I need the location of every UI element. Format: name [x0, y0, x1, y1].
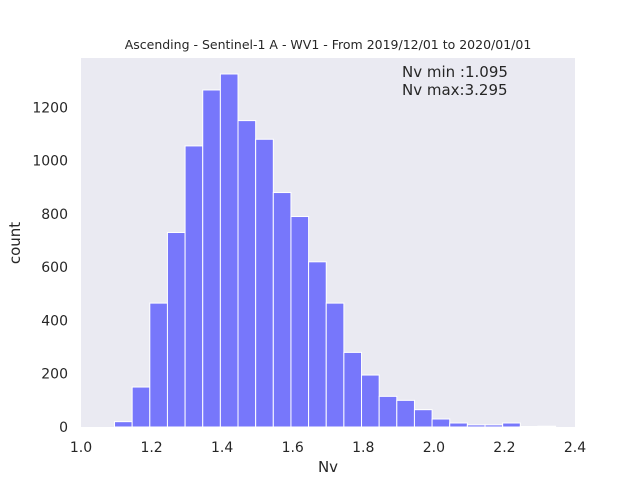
y-tick-labels: 0 200 400 600 800 1000 1200 [32, 100, 68, 436]
histogram-bar [237, 120, 257, 428]
histogram-bar [149, 302, 168, 428]
histogram-bar [184, 145, 204, 428]
histogram-bar [272, 192, 292, 428]
histogram-bar [325, 302, 345, 428]
y-tick-label: 0 [59, 420, 68, 436]
x-axis-label: Nv [318, 458, 338, 476]
bars-group [114, 73, 557, 428]
x-tick-label: 1.8 [352, 440, 374, 456]
nv-max-annotation: Nv max:3.295 [402, 81, 508, 99]
histogram-bar [502, 422, 521, 428]
histogram-bar [361, 374, 380, 428]
histogram-bar [308, 261, 327, 428]
x-tick-label: 1.0 [70, 440, 92, 456]
x-tick-label: 2.0 [423, 440, 445, 456]
y-tick-label: 600 [41, 260, 68, 276]
histogram-bar [131, 386, 151, 428]
histogram-bar [484, 424, 504, 428]
y-tick-label: 1200 [32, 100, 68, 116]
histogram-bar [537, 425, 557, 428]
x-tick-label: 1.6 [282, 440, 304, 456]
histogram-bar [466, 424, 486, 428]
histogram-bar [378, 395, 398, 428]
histogram-bar [413, 409, 433, 428]
histogram-bar [114, 421, 133, 428]
x-tick-label: 2.4 [564, 440, 586, 456]
histogram-bar [343, 351, 363, 428]
histogram-bar [290, 216, 310, 428]
y-tick-label: 200 [41, 367, 68, 383]
x-tick-labels: 1.0 1.2 1.4 1.6 1.8 2.0 2.2 2.4 [70, 440, 586, 456]
histogram-bar [166, 232, 186, 428]
histogram-bar [519, 425, 539, 428]
histogram-bar [396, 399, 415, 428]
y-axis-label: count [6, 222, 24, 264]
x-tick-label: 1.4 [211, 440, 233, 456]
histogram-bar [255, 138, 274, 428]
nv-min-annotation: Nv min :1.095 [402, 63, 508, 81]
histogram-bar [431, 418, 451, 428]
y-tick-label: 1000 [32, 154, 68, 170]
x-tick-label: 2.2 [493, 440, 515, 456]
chart-title: Ascending - Sentinel-1 A - WV1 - From 20… [125, 37, 532, 52]
y-tick-label: 400 [41, 313, 68, 329]
x-tick-label: 1.2 [140, 440, 162, 456]
histogram-bar [202, 89, 221, 428]
histogram-bar [219, 73, 239, 428]
y-tick-label: 800 [41, 207, 68, 223]
histogram-bar [449, 422, 468, 428]
